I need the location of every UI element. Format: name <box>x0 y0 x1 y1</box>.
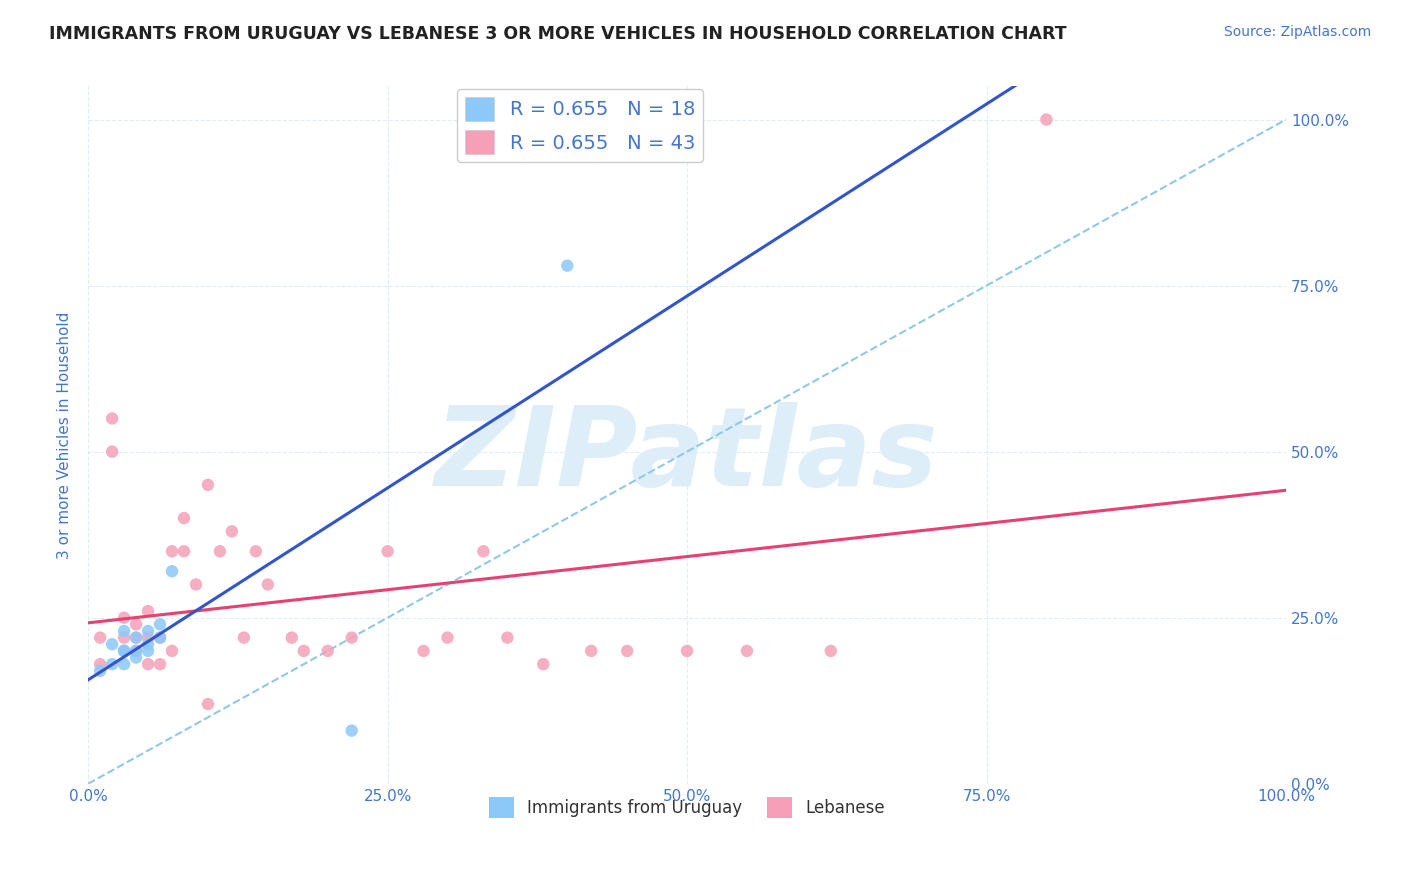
Y-axis label: 3 or more Vehicles in Household: 3 or more Vehicles in Household <box>58 311 72 558</box>
Point <box>581 644 603 658</box>
Point <box>496 631 519 645</box>
Point <box>245 544 267 558</box>
Point <box>281 631 304 645</box>
Point <box>149 631 172 645</box>
Point <box>89 631 111 645</box>
Legend: Immigrants from Uruguay, Lebanese: Immigrants from Uruguay, Lebanese <box>482 790 891 824</box>
Point <box>136 604 159 618</box>
Point <box>531 657 554 672</box>
Point <box>101 657 124 672</box>
Point <box>184 577 207 591</box>
Point <box>101 444 124 458</box>
Point <box>136 657 159 672</box>
Point <box>136 631 159 645</box>
Point <box>125 617 148 632</box>
Point <box>197 478 219 492</box>
Point <box>112 644 135 658</box>
Point <box>173 544 195 558</box>
Point <box>89 657 111 672</box>
Point <box>256 577 278 591</box>
Point <box>292 644 315 658</box>
Point <box>136 644 159 658</box>
Point <box>232 631 254 645</box>
Point <box>89 664 111 678</box>
Point <box>160 544 183 558</box>
Point <box>820 644 842 658</box>
Point <box>112 657 135 672</box>
Point <box>112 610 135 624</box>
Point <box>616 644 638 658</box>
Point <box>160 644 183 658</box>
Point <box>101 411 124 425</box>
Text: IMMIGRANTS FROM URUGUAY VS LEBANESE 3 OR MORE VEHICLES IN HOUSEHOLD CORRELATION : IMMIGRANTS FROM URUGUAY VS LEBANESE 3 OR… <box>49 25 1067 43</box>
Text: ZIPatlas: ZIPatlas <box>436 402 939 509</box>
Point <box>136 624 159 638</box>
Point <box>412 644 434 658</box>
Point <box>221 524 243 539</box>
Point <box>125 650 148 665</box>
Point <box>436 631 458 645</box>
Point <box>125 644 148 658</box>
Text: Source: ZipAtlas.com: Source: ZipAtlas.com <box>1223 25 1371 39</box>
Point <box>112 631 135 645</box>
Point <box>316 644 339 658</box>
Point <box>340 723 363 738</box>
Point <box>149 631 172 645</box>
Point <box>472 544 495 558</box>
Point <box>555 259 578 273</box>
Point <box>149 617 172 632</box>
Point <box>208 544 231 558</box>
Point <box>149 657 172 672</box>
Point <box>197 697 219 711</box>
Point <box>377 544 399 558</box>
Point <box>1035 112 1057 127</box>
Point <box>112 624 135 638</box>
Point <box>136 637 159 651</box>
Point <box>101 637 124 651</box>
Point <box>125 644 148 658</box>
Point <box>340 631 363 645</box>
Point <box>676 644 699 658</box>
Point <box>160 564 183 578</box>
Point <box>112 644 135 658</box>
Point <box>125 631 148 645</box>
Point <box>735 644 758 658</box>
Point <box>112 644 135 658</box>
Point <box>173 511 195 525</box>
Point <box>125 631 148 645</box>
